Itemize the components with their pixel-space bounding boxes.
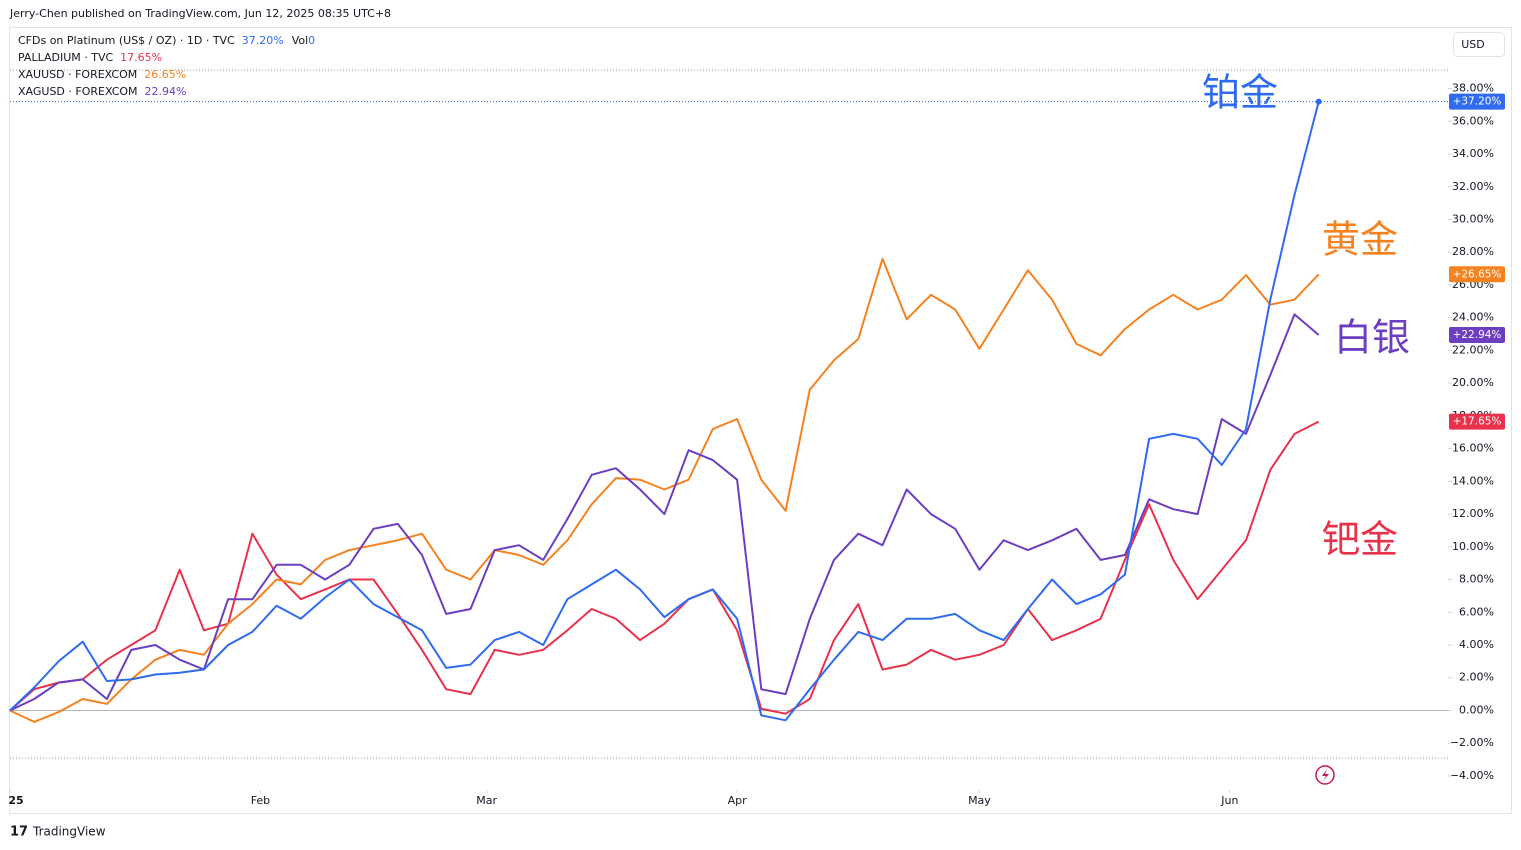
footer-logo: 17 TradingView (10, 825, 106, 840)
y-tick-label: −2.00% (1450, 736, 1494, 749)
y-tick-label: 36.00% (1452, 114, 1494, 127)
y-tick-label: 38.00% (1452, 82, 1494, 95)
series-line (9, 257, 1320, 723)
x-tick-label: May (968, 794, 991, 807)
chart-frame (9, 27, 1512, 814)
y-tick-label: 20.00% (1452, 376, 1494, 389)
y-tick-label: 22.00% (1452, 343, 1494, 356)
y-tick-label: 4.00% (1459, 638, 1494, 651)
y-tick-label: 10.00% (1452, 540, 1494, 553)
y-tick-label: 30.00% (1452, 212, 1494, 225)
last-value-label: +26.65% (1453, 268, 1502, 280)
footer-text: TradingView (32, 825, 106, 839)
volume-value: 0 (308, 34, 315, 47)
legend-value: 26.65% (144, 68, 186, 81)
x-tick-label: Mar (476, 794, 497, 807)
last-value-label: +17.65% (1453, 416, 1502, 428)
series-annotation: 黄金 (1322, 218, 1398, 262)
last-value-badge (1449, 327, 1505, 344)
logo-mark: 17 (10, 825, 28, 840)
series-annotation: 钯金 (1322, 518, 1398, 562)
currency-label[interactable]: USD (1461, 38, 1485, 51)
legend-name: XAGUSD · FOREXCOM (18, 85, 138, 98)
y-tick-label: 8.00% (1459, 573, 1494, 586)
last-value-label: +37.20% (1453, 96, 1502, 108)
last-value-badge (1449, 266, 1505, 283)
chart-title: Jerry-Chen published on TradingView.com,… (9, 7, 391, 20)
series-line (9, 313, 1320, 712)
last-value-label: +22.94% (1453, 329, 1502, 341)
x-tick-label: 25 (8, 794, 23, 807)
legend-name: XAUUSD · FOREXCOM (18, 68, 137, 81)
last-value-badge (1449, 93, 1505, 110)
y-tick-label: 0.00% (1459, 703, 1494, 716)
series-line (9, 101, 1320, 722)
series-line (9, 420, 1320, 715)
y-tick-label: −4.00% (1450, 769, 1494, 782)
legend-name: PALLADIUM · TVC (18, 51, 113, 64)
legend-value: 17.65% (120, 51, 162, 64)
last-value-badge (1449, 413, 1505, 430)
y-tick-label: 28.00% (1452, 245, 1494, 258)
y-tick-label: 14.00% (1452, 474, 1494, 487)
y-tick-label: 32.00% (1452, 180, 1494, 193)
lightning-bolt[interactable] (1322, 769, 1329, 781)
y-tick-label: 2.00% (1459, 671, 1494, 684)
y-tick-label: 34.00% (1452, 147, 1494, 160)
legend-name: CFDs on Platinum (US$ / OZ) · 1D · TVC (18, 34, 235, 47)
y-tick-label: 12.00% (1452, 507, 1494, 520)
x-tick-label: Jun (1220, 794, 1238, 807)
y-tick-label: 24.00% (1452, 311, 1494, 324)
volume-label: Vol (292, 34, 308, 47)
legend-value: 37.20% (242, 34, 284, 47)
lightning-circle[interactable] (1315, 765, 1335, 785)
series-annotation: 铂金 (1202, 71, 1278, 115)
x-tick-label: Apr (728, 794, 748, 807)
last-point (1315, 98, 1322, 105)
y-tick-label: 6.00% (1459, 605, 1494, 618)
series-annotation: 白银 (1334, 316, 1410, 360)
currency-button[interactable] (1453, 32, 1505, 57)
legend-value: 22.94% (145, 85, 187, 98)
y-tick-label: 16.00% (1452, 442, 1494, 455)
x-tick-label: Feb (251, 794, 270, 807)
lightning-icon[interactable] (1315, 765, 1335, 785)
